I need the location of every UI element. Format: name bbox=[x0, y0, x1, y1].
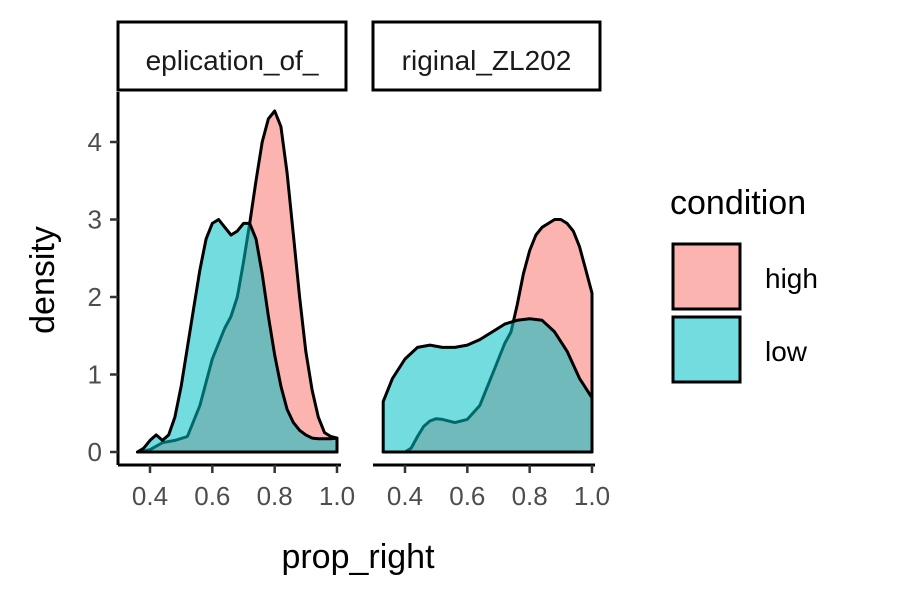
y-tick-label: 4 bbox=[88, 127, 102, 157]
facet-strip-box bbox=[371, 20, 602, 92]
x-tick-label: 1.0 bbox=[574, 481, 610, 511]
facet-panel-1: eplication_of_ 0.4 0.6 0.8 1.0 bbox=[116, 20, 355, 511]
legend-title: condition bbox=[670, 184, 806, 222]
legend-label-high: high bbox=[765, 263, 818, 294]
x-tick-label: 0.8 bbox=[512, 481, 548, 511]
y-tick-label: 3 bbox=[88, 205, 102, 235]
legend: condition high low bbox=[670, 184, 818, 384]
density-area-low bbox=[381, 317, 594, 454]
facet-strip-box bbox=[116, 20, 348, 92]
legend-label-low: low bbox=[765, 336, 808, 367]
x-tick-label: 1.0 bbox=[319, 481, 355, 511]
chart-panels: eplication_of_ 0.4 0.6 0.8 1.0 riginal_ZL202 0… bbox=[88, 20, 610, 511]
x-tick-label: 0.8 bbox=[257, 481, 293, 511]
y-tick-label: 0 bbox=[88, 437, 102, 467]
facet-panel-2: riginal_ZL202 0.4 0.6 0.8 1.0 bbox=[371, 20, 610, 511]
y-axis-title: density bbox=[24, 226, 62, 334]
x-tick-label: 0.6 bbox=[449, 481, 485, 511]
facet-strip-label: eplication_of_ bbox=[146, 45, 319, 76]
legend-key-low bbox=[671, 315, 742, 384]
x-tick-label: 0.6 bbox=[194, 481, 230, 511]
y-tick-label: 2 bbox=[88, 282, 102, 312]
x-tick-label: 0.4 bbox=[387, 481, 423, 511]
x-tick-label: 0.4 bbox=[132, 481, 168, 511]
legend-key-high bbox=[671, 242, 742, 311]
y-tick-label: 1 bbox=[88, 360, 102, 390]
facet-strip-label: riginal_ZL202 bbox=[402, 45, 572, 76]
x-axis-title: prop_right bbox=[281, 538, 435, 576]
density-area-low bbox=[136, 218, 339, 454]
